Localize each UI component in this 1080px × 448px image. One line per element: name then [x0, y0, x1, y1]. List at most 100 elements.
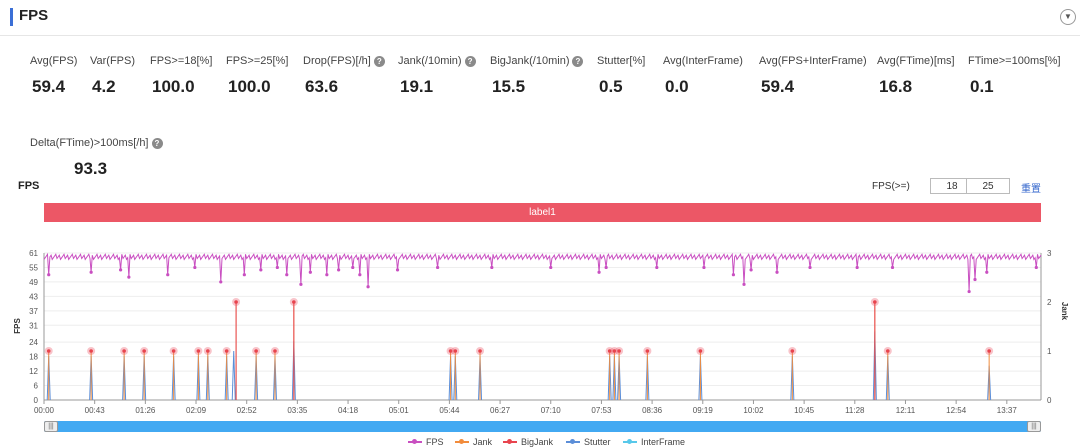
fps-drop-point — [655, 265, 659, 270]
fps-series-line — [43, 252, 1042, 292]
jank-marker — [142, 349, 146, 353]
x-tick-label: 00:43 — [85, 406, 106, 415]
stat-value: 0.5 — [599, 77, 623, 96]
legend-label: BigJank — [521, 437, 554, 447]
fps-drop-point — [337, 268, 341, 272]
fps-drop-point — [775, 270, 779, 274]
fps-drop-point — [351, 265, 355, 270]
x-tick-label: 10:02 — [743, 406, 764, 415]
jank-marker — [292, 300, 296, 304]
stat-label: Stutter[%] — [597, 55, 646, 67]
help-icon[interactable]: ? — [151, 137, 163, 149]
legend-item-fps[interactable]: FPS — [408, 437, 444, 447]
panel-title: FPS — [19, 7, 49, 24]
stat-item: Delta(FTime)>100ms[/h]? 93.3 — [30, 137, 163, 179]
x-tick-label: 02:52 — [237, 406, 258, 415]
y-tick-label: 12 — [29, 367, 38, 376]
fps-drop-point — [742, 282, 746, 286]
fps-drop-point — [967, 289, 971, 294]
fps-drop-point — [259, 268, 263, 272]
fps-drop-point — [358, 273, 362, 277]
reset-button[interactable]: 重置 — [1021, 184, 1041, 195]
header-accent-bar — [10, 8, 13, 26]
legend-swatch — [408, 439, 422, 444]
help-icon[interactable]: ? — [373, 55, 385, 67]
stat-value: 59.4 — [761, 77, 795, 96]
fps-drop-point — [549, 265, 553, 270]
x-tick-label: 07:53 — [591, 406, 612, 415]
fps-drop-point — [1034, 265, 1038, 270]
chevron-down-icon[interactable]: ▼ — [1060, 9, 1076, 25]
stat-value: 16.8 — [879, 77, 913, 96]
help-icon[interactable]: ? — [572, 55, 584, 67]
jank-marker — [171, 349, 176, 353]
x-tick-label: 01:26 — [135, 406, 156, 415]
legend-label: FPS — [426, 437, 444, 447]
jank-marker — [617, 349, 621, 353]
stat-value: 19.1 — [400, 77, 434, 96]
x-tick-label: 13:37 — [997, 406, 1018, 415]
stat-item: Avg(FPS+InterFrame) 59.4 — [759, 55, 867, 97]
jank-marker — [448, 349, 453, 353]
fps-drop-point — [597, 270, 601, 274]
stat-value: 100.0 — [152, 77, 195, 96]
y2-tick-label: 3 — [1047, 249, 1052, 258]
y2-axis-title: Jank — [1060, 302, 1069, 321]
y-tick-label: 31 — [29, 321, 38, 330]
x-tick-label: 11:28 — [845, 406, 865, 415]
slider-right-handle[interactable]: ||| — [1027, 421, 1041, 432]
slider-left-handle[interactable]: ||| — [44, 421, 58, 432]
jank-marker — [206, 349, 210, 353]
help-icon[interactable]: ? — [464, 55, 476, 67]
y-tick-label: 43 — [29, 292, 38, 301]
fps-threshold-input-1[interactable] — [930, 178, 974, 194]
fps-drop-point — [731, 273, 736, 277]
stat-label: Avg(FPS) — [30, 55, 78, 67]
jank-marker — [478, 349, 482, 353]
stat-value: 0.1 — [970, 77, 994, 96]
jank-marker — [987, 349, 991, 353]
stat-item: FPS>=18[%] 100.0 — [150, 55, 212, 97]
legend-label: Stutter — [584, 437, 611, 447]
jank-marker — [698, 349, 703, 353]
stat-value: 59.4 — [32, 77, 66, 96]
stat-value: 63.6 — [305, 77, 339, 96]
x-tick-label: 03:35 — [287, 406, 308, 415]
stat-label: Avg(FPS+InterFrame) — [759, 55, 867, 67]
jank-marker — [46, 349, 51, 353]
x-tick-label: 05:01 — [389, 406, 410, 415]
fps-drop-point — [89, 270, 93, 274]
legend-item-jank[interactable]: Jank — [455, 437, 492, 447]
fps-drop-point — [749, 268, 753, 272]
legend-item-interframe[interactable]: InterFrame — [623, 437, 685, 447]
fps-drop-point — [490, 265, 494, 270]
jank-marker — [254, 349, 258, 353]
fps-threshold-input-2[interactable] — [966, 178, 1010, 194]
fps-drop-point — [219, 280, 223, 284]
fps-drop-point — [855, 265, 859, 270]
stat-item: Avg(FTime)[ms] 16.8 — [877, 55, 955, 97]
x-tick-label: 02:09 — [186, 406, 207, 415]
stat-item: FPS>=25[%] 100.0 — [226, 55, 288, 97]
legend-label: InterFrame — [641, 437, 686, 447]
fps-drop-point — [308, 270, 312, 274]
jank-marker — [885, 349, 890, 353]
jank-marker — [790, 349, 795, 353]
fps-drop-point — [702, 265, 706, 270]
x-tick-label: 06:27 — [490, 406, 511, 415]
legend-item-bigjank[interactable]: BigJank — [503, 437, 553, 447]
fps-drop-point — [119, 268, 123, 272]
stat-label: FPS>=18[%] — [150, 55, 213, 67]
fps-drop-point — [275, 265, 279, 270]
x-tick-label: 07:10 — [541, 406, 562, 415]
zoom-slider[interactable]: ||| ||| — [44, 421, 1041, 432]
y-tick-label: 24 — [29, 338, 38, 347]
fps-drop-point — [285, 273, 289, 277]
y-tick-label: 55 — [29, 263, 38, 272]
y2-tick-label: 0 — [1047, 396, 1052, 405]
stat-value: 4.2 — [92, 77, 116, 96]
y2-tick-label: 1 — [1047, 347, 1052, 356]
legend-item-stutter[interactable]: Stutter — [566, 437, 611, 447]
fps-drop-point — [436, 265, 440, 270]
stat-label: Avg(InterFrame) — [663, 55, 743, 67]
